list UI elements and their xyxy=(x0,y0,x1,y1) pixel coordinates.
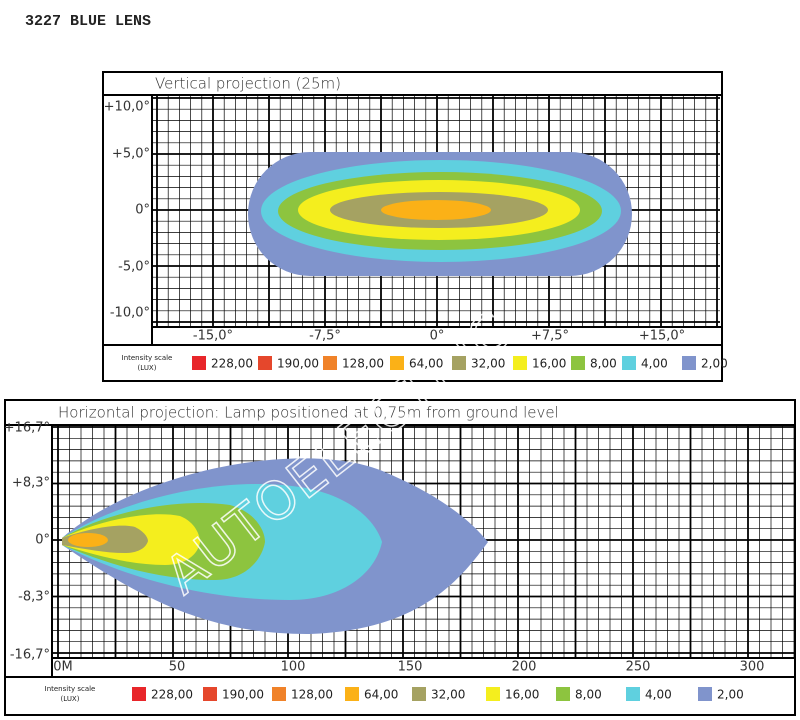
x-axis-label: +15,0° xyxy=(639,329,685,344)
legend-label: 8,00 xyxy=(590,357,617,371)
legend-swatch xyxy=(622,356,636,370)
legend-swatch xyxy=(203,687,217,701)
legend-label: 32,00 xyxy=(471,357,505,371)
legend-swatch xyxy=(192,356,206,370)
legend-label: 128,00 xyxy=(291,688,333,702)
page-title: 3227 BLUE LENS xyxy=(25,13,151,30)
legend-label: 4,00 xyxy=(645,688,672,702)
x-axis-label: 0M xyxy=(53,660,73,675)
legend-swatch xyxy=(556,687,570,701)
legend-label: 2,00 xyxy=(701,357,728,371)
legend-swatch xyxy=(698,687,712,701)
y-axis-label: -10,0° xyxy=(110,306,150,321)
legend-swatch xyxy=(258,356,272,370)
legend-label: 2,00 xyxy=(717,688,744,702)
legend-label: 64,00 xyxy=(364,688,398,702)
panel-title: Horizontal projection: Lamp positioned a… xyxy=(58,404,559,422)
y-axis-label: +8,3° xyxy=(12,476,50,491)
legend-label: 16,00 xyxy=(505,688,539,702)
x-axis-label: 250 xyxy=(626,660,651,675)
legend-label: 128,00 xyxy=(342,357,384,371)
y-axis-label: +16,7° xyxy=(4,421,50,436)
x-axis-label: 100 xyxy=(281,660,306,675)
legend-swatch xyxy=(272,687,286,701)
legend-title: (LUX) xyxy=(61,695,80,703)
legend-label: 228,00 xyxy=(151,688,193,702)
legend-label: 8,00 xyxy=(575,688,602,702)
contours xyxy=(248,152,632,276)
legend-swatch xyxy=(345,687,359,701)
y-axis-label: 0° xyxy=(35,533,50,548)
x-axis-label: 150 xyxy=(398,660,423,675)
legend-label: 190,00 xyxy=(277,357,319,371)
legend-label: 16,00 xyxy=(532,357,566,371)
legend-title: (LUX) xyxy=(138,364,157,372)
legend-title: Intensity scale xyxy=(45,685,96,693)
panel-title: Vertical projection (25m) xyxy=(155,75,341,93)
legend-label: 190,00 xyxy=(222,688,264,702)
legend-label: 4,00 xyxy=(641,357,668,371)
legend-swatch xyxy=(486,687,500,701)
legend-swatch xyxy=(682,356,696,370)
contour xyxy=(381,200,491,220)
labels: +10,0° +5,0° 0° -5,0° -10,0° -15,0° -7,5° 0° +7,… xyxy=(4,100,765,704)
x-axis-label: 300 xyxy=(740,660,765,675)
x-axis-label: -7,5° xyxy=(309,329,341,344)
y-axis-label: +10,0° xyxy=(104,100,150,115)
legend-label: 64,00 xyxy=(409,357,443,371)
legend-title: Intensity scale xyxy=(122,354,173,362)
legend-swatch xyxy=(571,356,585,370)
legend-swatch xyxy=(323,356,337,370)
y-axis-label: -5,0° xyxy=(118,260,150,275)
legend-label: 32,00 xyxy=(431,688,465,702)
legend-swatch xyxy=(132,687,146,701)
y-axis-label: 0° xyxy=(135,203,150,218)
contour xyxy=(68,533,108,547)
x-axis-label: +7,5° xyxy=(531,329,569,344)
legend-swatch xyxy=(626,687,640,701)
legend-swatch xyxy=(390,356,404,370)
x-axis-label: 50 xyxy=(169,660,186,675)
y-axis-label: -8,3° xyxy=(18,590,50,605)
y-axis-label: -16,7° xyxy=(10,648,50,663)
x-axis-label: 0° xyxy=(430,329,445,344)
contours xyxy=(62,458,488,635)
legend-label: 228,00 xyxy=(211,357,253,371)
y-axis-label: +5,0° xyxy=(112,147,150,162)
x-axis-label: -15,0° xyxy=(193,329,233,344)
x-axis-label: 200 xyxy=(512,660,537,675)
legend-swatch xyxy=(412,687,426,701)
legend-swatch xyxy=(513,356,527,370)
legend-swatch xyxy=(452,356,466,370)
